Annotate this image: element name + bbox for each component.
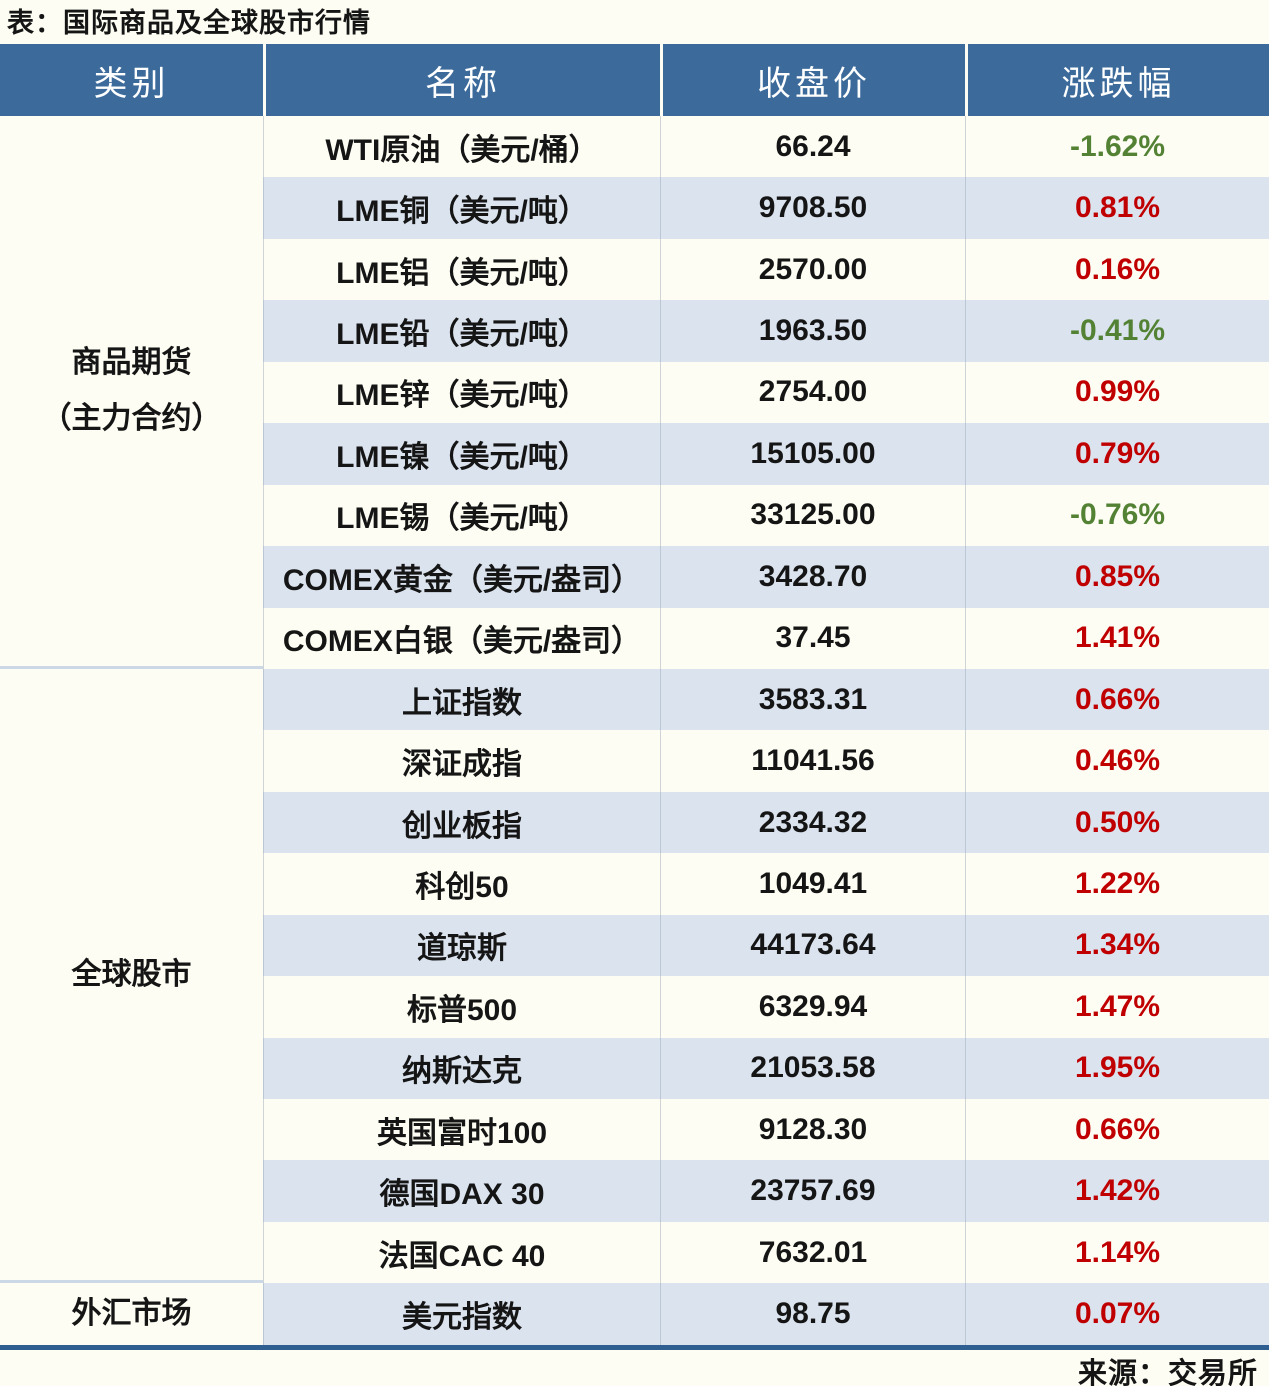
instrument-name-cell: COMEX白银（美元/盎司） [263, 607, 660, 669]
close-price-cell: 15105.00 [660, 423, 965, 485]
change-percent-cell: 1.95% [965, 1037, 1269, 1099]
category-cell: 全球股市 [0, 668, 263, 1284]
change-percent-cell: -0.41% [965, 300, 1269, 362]
close-price-cell: 21053.58 [660, 1037, 965, 1099]
change-percent-cell: 0.85% [965, 546, 1269, 608]
change-percent-cell: 0.50% [965, 791, 1269, 854]
instrument-name-cell: 纳斯达克 [263, 1037, 660, 1099]
close-price-cell: 6329.94 [660, 976, 965, 1038]
change-percent-cell: 1.47% [965, 976, 1269, 1038]
col-header-name: 名称 [263, 44, 660, 116]
change-percent-cell: 0.81% [965, 177, 1269, 239]
category-cell: 商品期货 （主力合约） [0, 116, 263, 669]
change-percent-cell: 0.66% [965, 1099, 1269, 1161]
market-table: 类别 名称 收盘价 涨跌幅 商品期货 （主力合约） WTI原油（美元/桶） 66.2… [0, 44, 1269, 1350]
col-header-category: 类别 [0, 44, 263, 116]
change-percent-cell: 1.22% [965, 853, 1269, 915]
change-percent-cell: -1.62% [965, 116, 1269, 178]
change-percent-cell: 0.07% [965, 1283, 1269, 1345]
close-price-cell: 37.45 [660, 607, 965, 669]
close-price-cell: 66.24 [660, 116, 965, 178]
instrument-name-cell: LME铅（美元/吨） [263, 300, 660, 362]
change-percent-cell: -0.76% [965, 484, 1269, 547]
instrument-name-cell: LME铝（美元/吨） [263, 238, 660, 301]
instrument-name-cell: LME镍（美元/吨） [263, 423, 660, 485]
change-percent-cell: 0.99% [965, 361, 1269, 424]
instrument-name-cell: COMEX黄金（美元/盎司） [263, 546, 660, 608]
category-cell: 外汇市场 [0, 1283, 263, 1345]
close-price-cell: 9128.30 [660, 1099, 965, 1161]
instrument-name-cell: 英国富时100 [263, 1099, 660, 1161]
col-header-change-percent: 涨跌幅 [965, 44, 1269, 116]
close-price-cell: 7632.01 [660, 1221, 965, 1284]
close-price-cell: 11041.56 [660, 730, 965, 792]
instrument-name-cell: 道琼斯 [263, 914, 660, 977]
close-price-cell: 44173.64 [660, 914, 965, 977]
change-percent-cell: 0.16% [965, 238, 1269, 301]
change-percent-cell: 1.34% [965, 914, 1269, 977]
close-price-cell: 3583.31 [660, 668, 965, 731]
instrument-name-cell: 深证成指 [263, 730, 660, 792]
instrument-name-cell: 美元指数 [263, 1283, 660, 1345]
close-price-cell: 1049.41 [660, 853, 965, 915]
close-price-cell: 1963.50 [660, 300, 965, 362]
close-price-cell: 33125.00 [660, 484, 965, 547]
close-price-cell: 2334.32 [660, 791, 965, 854]
source-note: 来源：交易所 [1077, 1357, 1258, 1386]
change-percent-cell: 1.41% [965, 607, 1269, 669]
instrument-name-cell: LME锡（美元/吨） [263, 484, 660, 547]
instrument-name-cell: 法国CAC 40 [263, 1221, 660, 1284]
change-percent-cell: 1.14% [965, 1221, 1269, 1284]
instrument-name-cell: LME铜（美元/吨） [263, 177, 660, 239]
instrument-name-cell: 创业板指 [263, 791, 660, 854]
instrument-name-cell: 德国DAX 30 [263, 1160, 660, 1222]
change-percent-cell: 0.66% [965, 668, 1269, 731]
instrument-name-cell: 科创50 [263, 853, 660, 915]
close-price-cell: 3428.70 [660, 546, 965, 608]
instrument-name-cell: LME锌（美元/吨） [263, 361, 660, 424]
instrument-name-cell: 标普500 [263, 976, 660, 1038]
instrument-name-cell: 上证指数 [263, 668, 660, 731]
close-price-cell: 2754.00 [660, 361, 965, 424]
change-percent-cell: 1.42% [965, 1160, 1269, 1222]
col-header-close-price: 收盘价 [660, 44, 965, 116]
table-title: 表：国际商品及全球股市行情 [7, 8, 371, 38]
instrument-name-cell: WTI原油（美元/桶） [263, 116, 660, 178]
close-price-cell: 23757.69 [660, 1160, 965, 1222]
change-percent-cell: 0.79% [965, 423, 1269, 485]
change-percent-cell: 0.46% [965, 730, 1269, 792]
close-price-cell: 9708.50 [660, 177, 965, 239]
close-price-cell: 98.75 [660, 1283, 965, 1345]
close-price-cell: 2570.00 [660, 238, 965, 301]
